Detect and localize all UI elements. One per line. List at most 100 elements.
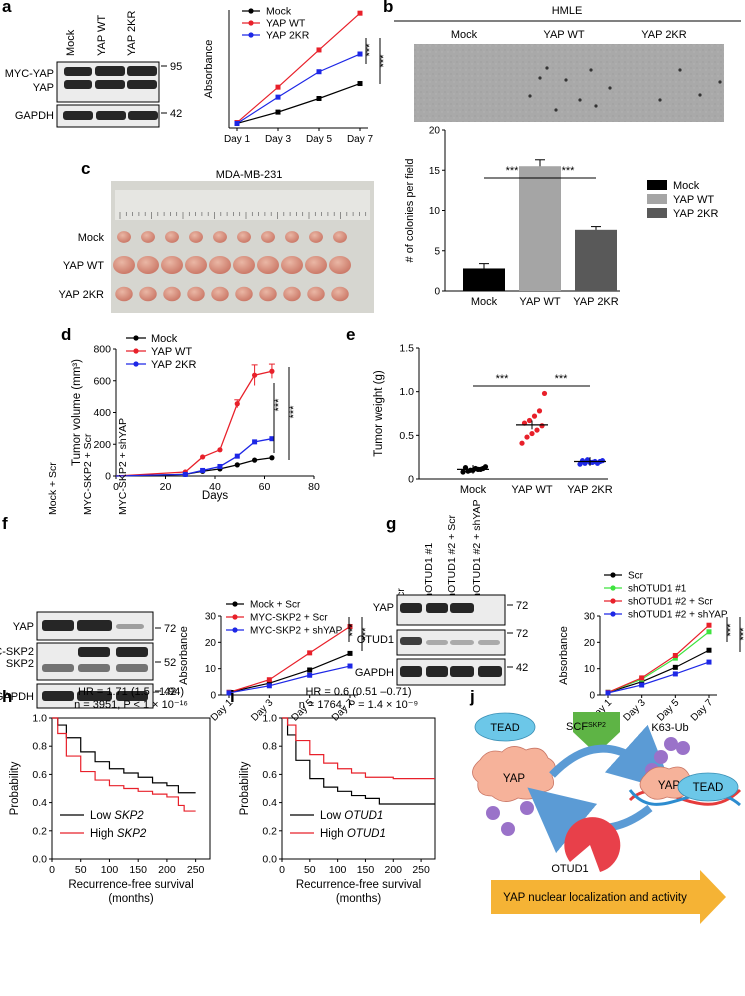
y-tick-label: 0.8 [32,741,47,753]
x-tick-label: 50 [304,864,316,876]
ubiquitin-free [501,822,515,836]
y-tick-label: 0 [434,287,440,298]
data-point [226,690,232,696]
panel-label-h: h [2,687,13,706]
blot-band [42,664,74,672]
tumor [137,256,159,274]
y-tick-label: 0 [589,691,595,702]
x-tick-label: YAP 2KR [573,296,619,308]
data-point [234,462,240,468]
y-tick-label: 0.2 [32,825,47,837]
x-axis-label: Recurrence-free survival [296,879,421,891]
km-hazard-ratio: HR = 0.6 (0.51 –0.71) [305,686,411,698]
panel-label-a: a [2,0,12,16]
data-point [672,671,678,677]
x-tick-label: 0 [113,481,119,493]
x-axis-label: Recurrence-free survival [68,879,193,891]
data-point [347,650,353,656]
series-line-0 [607,649,710,693]
y-tick-label: 0.8 [262,741,277,753]
y-tick-label: 20 [584,638,596,649]
panel-label-d: d [61,325,72,344]
colony-dot [564,78,568,82]
activity-arrow [491,870,726,924]
data-point [706,629,712,635]
blot-row-label: GAPDH [355,667,394,679]
tumor [331,286,349,302]
legend-label: Mock [673,180,700,192]
blot-lane-label: Mock [65,29,77,56]
km-curve-0 [282,717,435,805]
blot-band [95,66,125,76]
plot-frame [51,717,211,860]
data-point [639,679,645,685]
blot-lane-label: YAP WT [96,15,108,56]
tumor [305,256,327,274]
data-point [357,10,363,16]
tumor [161,256,183,274]
data-point [536,408,543,414]
colony-dot [678,68,682,72]
data-point [217,447,223,453]
km-curve-1 [52,717,196,812]
data-point [217,463,223,469]
blot-lane-label: YAP 2KR [126,10,138,56]
data-point [275,84,281,90]
y-axis-label: Absorbance [203,40,215,99]
blot-row-label: GAPDH [15,110,54,122]
legend-label: shOTUD1 #1 [628,584,687,595]
series-line-0 [115,457,273,477]
blot-band [42,620,74,631]
data-point [482,464,489,470]
legend-label: Mock [266,6,292,18]
x-tick-label: 50 [75,864,87,876]
mw-marker-label: 95 [170,61,182,73]
data-point [706,659,712,665]
tumor [285,231,299,243]
blot-row-label: MYC-SKP2 [0,646,34,658]
panel-label-f: f [2,514,8,533]
blot-lane-label: MYC-SKP2 + shYAP [117,418,129,515]
x-tick-label: YAP 2KR [567,484,613,496]
tead-protein [474,712,536,742]
blot-band [116,664,148,672]
legend-marker [248,32,254,38]
legend-marker [133,361,139,367]
x-tick-label: Day 3 [265,134,292,145]
blot-row-label: SKP2 [6,658,34,670]
tumor [163,286,181,302]
x-tick-label: Day 5 [306,134,333,145]
y-tick-label: 5 [434,246,440,257]
data-point [579,458,586,464]
data-point [589,459,596,466]
tumor [259,286,277,302]
legend-label: shOTUD1 #2 + shYAP [628,610,728,621]
data-point [275,94,281,100]
blot-band [77,691,112,701]
data-point [706,647,712,653]
tead-label: TEAD [490,722,519,734]
legend-label: MYC-SKP2 + shYAP [250,626,343,637]
k63-ub-label: K63-Ub [651,722,688,734]
blot-band [400,637,422,645]
legend-marker [232,601,238,607]
significance-marker: *** [725,623,737,637]
y-tick-label: 0.6 [32,769,47,781]
series-line-1 [228,626,351,693]
panel-label-i: i [230,687,235,706]
data-point [639,675,645,681]
km-stats: n = 3951, P < 1 × 10⁻¹⁶ [74,699,188,711]
series-line-0 [228,652,351,693]
tumor [113,256,135,274]
data-point [672,655,678,661]
x-tick-label: 250 [412,864,430,876]
data-point [357,81,363,87]
tumor [329,256,351,274]
blot-band [116,624,144,629]
y-tick-label: 0.5 [399,430,414,442]
series-line-0 [236,82,361,125]
legend-label: Mock [151,333,178,345]
data-point [266,677,272,683]
legend-swatch [647,194,667,204]
x-tick-label: 200 [385,864,403,876]
